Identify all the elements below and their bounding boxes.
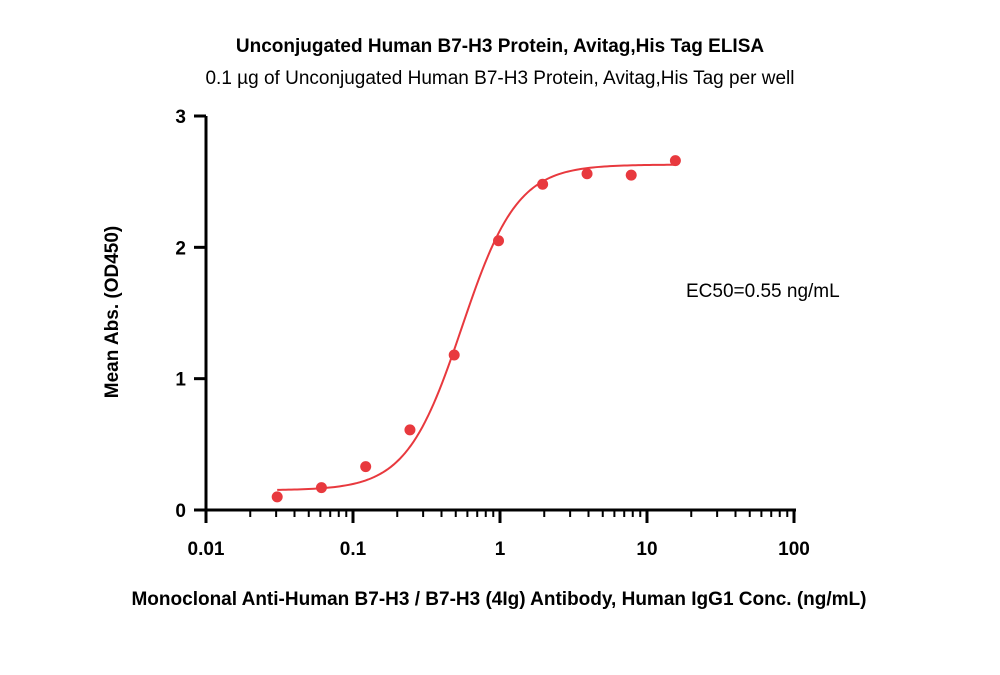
x-tick-label: 0.01 [188, 539, 225, 560]
y-ticks: 0 1 2 3 [175, 107, 206, 522]
x-tick-label: 10 [636, 539, 657, 560]
data-points [271, 155, 681, 503]
data-point [493, 235, 505, 247]
x-tick-label: 0.1 [340, 539, 367, 560]
x-tick-label: 1 [495, 539, 506, 560]
data-point [625, 169, 637, 181]
fit-curve [277, 163, 676, 491]
data-point [360, 461, 372, 473]
data-point [448, 349, 460, 361]
chart-subtitle: 0.1 µg of Unconjugated Human B7-H3 Prote… [205, 68, 794, 89]
x-tick-label: 100 [778, 539, 810, 560]
data-point [581, 168, 593, 180]
y-tick-label: 0 [175, 501, 186, 522]
x-ticks: 0.01 0.1 1 10 100 [188, 510, 810, 560]
y-axis-label: Mean Abs. (OD450) [102, 226, 123, 398]
chart-title: Unconjugated Human B7-H3 Protein, Avitag… [236, 36, 764, 57]
y-tick-label: 3 [175, 107, 186, 128]
y-tick-label: 1 [175, 370, 186, 391]
x-axis-label: Monoclonal Anti-Human B7-H3 / B7-H3 (4Ig… [131, 589, 866, 610]
data-point [315, 482, 327, 494]
data-point [669, 155, 681, 167]
ec50-annotation: EC50=0.55 ng/mL [686, 281, 840, 302]
data-point [537, 178, 549, 190]
data-point [404, 424, 416, 436]
data-point [271, 491, 283, 503]
y-tick-label: 2 [175, 238, 186, 259]
